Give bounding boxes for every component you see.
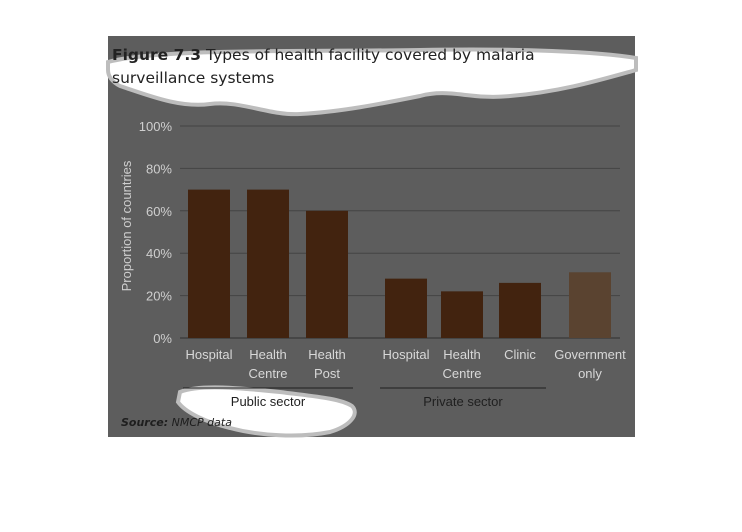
x-tick-label: Health <box>308 347 346 362</box>
bar <box>306 210 348 338</box>
x-tick-label: Centre <box>442 366 481 381</box>
x-tick-label: Hospital <box>186 347 233 362</box>
x-tick-label: Centre <box>248 366 287 381</box>
source-note: Source: NMCP data <box>121 416 232 429</box>
source-text: NMCP data <box>171 416 232 429</box>
y-axis-label: Proportion of countries <box>119 160 134 291</box>
bar <box>569 272 611 338</box>
x-tick-label: Health <box>443 347 481 362</box>
y-tick-label: 40% <box>146 246 172 261</box>
x-tick-label: Health <box>249 347 287 362</box>
x-tick-label: Clinic <box>504 347 536 362</box>
scribble-mask-top <box>106 47 638 117</box>
y-tick-label: 80% <box>146 161 172 176</box>
scribble-mask-bottom <box>175 385 357 438</box>
bars <box>188 189 611 338</box>
y-tick-label: 60% <box>146 204 172 219</box>
x-tick-label: only <box>578 366 602 381</box>
group-label: Private sector <box>423 394 503 409</box>
bar <box>188 189 230 338</box>
source-label: Source: <box>121 416 169 429</box>
x-tick-label: Government <box>554 347 626 362</box>
figure-title: Figure 7.3 Types of health facility cove… <box>112 44 632 90</box>
bar <box>499 282 541 338</box>
y-tick-label: 20% <box>146 289 172 304</box>
y-tick-label: 100% <box>139 119 173 134</box>
x-axis-labels: Hospital Health Centre Health Post Hospital He… <box>186 347 627 381</box>
x-tick-label: Hospital <box>383 347 430 362</box>
group-labels: Public sector Private sector <box>183 387 546 409</box>
group-label: Public sector <box>231 394 306 409</box>
bar <box>385 278 427 338</box>
bar <box>247 189 289 338</box>
figure-number: Figure 7.3 <box>112 46 202 64</box>
x-tick-label: Post <box>314 366 340 381</box>
y-tick-label: 0% <box>153 331 172 346</box>
figure-title-text: Types of health facility covered by mala… <box>112 46 535 87</box>
bar <box>441 291 483 338</box>
y-axis-ticks: 0% 20% 40% 60% 80% 100% <box>139 119 173 346</box>
